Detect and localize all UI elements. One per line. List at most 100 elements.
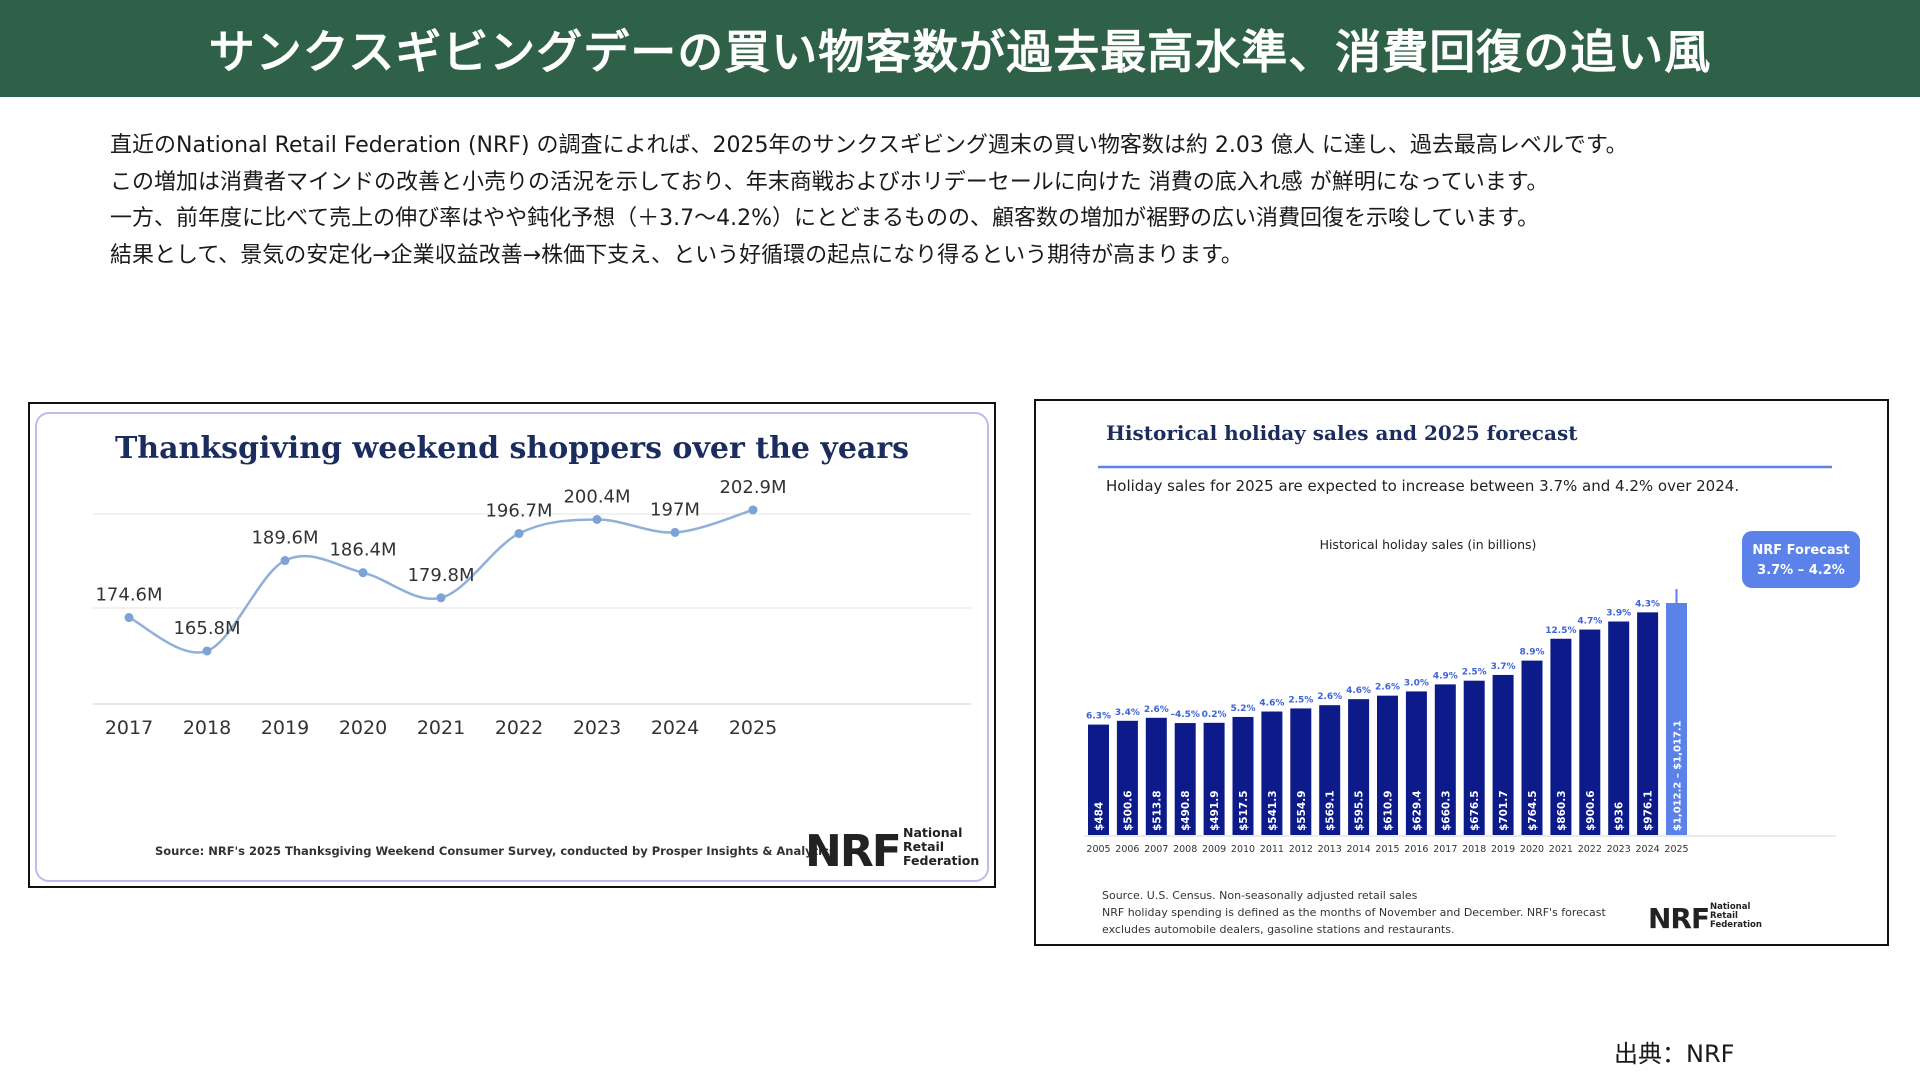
sales-bar-2006 (1116, 720, 1138, 835)
sales-growth-label-2019: 3.7% (1491, 662, 1516, 672)
shoppers-year-tick-2022: 2022 (495, 717, 543, 739)
sales-growth-label-2009: 0.2% (1202, 710, 1227, 720)
sales-bar-2015 (1377, 695, 1398, 835)
shoppers-point-2018 (202, 646, 212, 656)
sales-value-label-2008: $490.8 (1180, 790, 1192, 831)
sales-bar-2021 (1550, 638, 1572, 835)
sales-year-tick-2016: 2016 (1404, 844, 1428, 855)
sales-bar-2017 (1434, 684, 1456, 835)
sales-bar-2012 (1290, 708, 1312, 835)
sales-year-tick-2025: 2025 (1664, 844, 1688, 855)
holiday-sales-bar-chart: Historical holiday sales and 2025 foreca… (1084, 421, 1860, 936)
shoppers-point-2021 (436, 593, 446, 603)
sales-year-tick-2022: 2022 (1578, 844, 1602, 855)
nrf-logo-line2: Retail (1710, 911, 1738, 921)
shoppers-chart-panel: Thanksgiving weekend shoppers over the y… (28, 402, 996, 888)
shoppers-year-tick-2019: 2019 (261, 717, 309, 739)
shoppers-value-label-2017: 174.6M (95, 585, 162, 606)
nrf-logo-line1: National (903, 825, 962, 840)
holiday-note-3: excludes automobile dealers, gasoline st… (1102, 923, 1454, 936)
sales-growth-label-2021: 12.5% (1545, 626, 1576, 636)
forecast-callout-line1: NRF Forecast (1752, 543, 1849, 558)
sales-year-tick-2014: 2014 (1347, 844, 1371, 855)
sales-bar-2020 (1521, 660, 1543, 835)
sales-year-tick-2010: 2010 (1231, 844, 1255, 855)
holiday-note-1: Source. U.S. Census. Non-seasonally adju… (1102, 889, 1418, 902)
sales-growth-label-2005: 6.3% (1086, 712, 1111, 722)
shoppers-value-label-2024: 197M (650, 499, 700, 520)
sales-value-label-2009: $491.9 (1209, 790, 1221, 831)
sales-growth-label-2023: 3.9% (1606, 608, 1631, 618)
sales-value-label-2023: $936 (1614, 802, 1626, 831)
sales-bar-2005 (1088, 724, 1109, 835)
sales-year-tick-2005: 2005 (1086, 844, 1110, 855)
nrf-logo-line3: Federation (903, 853, 979, 868)
page-title: サンクスギビングデーの買い物客数が過去最高水準、消費回復の追い風 (0, 0, 1920, 97)
sales-bar-2010 (1232, 716, 1254, 835)
sales-year-tick-2013: 2013 (1318, 844, 1342, 855)
sales-growth-label-2022: 4.7% (1577, 617, 1602, 627)
sales-bar-2023 (1608, 621, 1630, 835)
shoppers-year-tick-2020: 2020 (339, 717, 387, 739)
sales-value-label-2025: $1,012.2 – $1,017.1 (1673, 720, 1684, 831)
shoppers-year-tick-2017: 2017 (105, 717, 153, 739)
sales-value-label-2016: $629.4 (1411, 790, 1423, 831)
sales-growth-label-2006: 3.4% (1115, 708, 1140, 718)
sales-value-label-2018: $676.5 (1469, 790, 1481, 831)
sales-value-label-2020: $764.5 (1527, 790, 1539, 831)
shoppers-chart-title: Thanksgiving weekend shoppers over the y… (115, 431, 909, 466)
shoppers-year-tick-2025: 2025 (729, 717, 777, 739)
sales-bar-2018 (1463, 680, 1485, 835)
sales-year-tick-2017: 2017 (1433, 844, 1457, 855)
intro-line-2: この増加は消費者マインドの改善と小売りの活況を示しており、年末商戦およびホリデー… (110, 169, 1549, 195)
sales-growth-label-2015: 2.6% (1375, 683, 1400, 693)
sales-value-label-2022: $900.6 (1585, 790, 1597, 831)
shoppers-chart-source: Source: NRF's 2025 Thanksgiving Weekend … (155, 844, 836, 858)
holiday-chart-inner-title: Historical holiday sales (in billions) (1320, 537, 1537, 552)
shoppers-line-chart: Thanksgiving weekend shoppers over the y… (93, 431, 979, 877)
sales-year-tick-2011: 2011 (1260, 844, 1284, 855)
sales-growth-label-2013: 2.6% (1317, 692, 1342, 702)
shoppers-value-label-2019: 189.6M (251, 528, 318, 549)
nrf-logo-mark: NRF (1648, 902, 1709, 935)
sales-value-label-2013: $569.1 (1325, 790, 1337, 831)
shoppers-year-tick-2021: 2021 (417, 717, 465, 739)
nrf-logo-right: NRF National Retail Federation (1648, 902, 1762, 935)
sales-year-tick-2007: 2007 (1144, 844, 1168, 855)
nrf-logo-line1: National (1710, 902, 1750, 912)
holiday-sales-panel: Historical holiday sales and 2025 foreca… (1034, 399, 1889, 946)
forecast-callout-line2: 3.7% – 4.2% (1757, 563, 1845, 578)
sales-year-tick-2009: 2009 (1202, 844, 1226, 855)
sales-value-label-2005: $484 (1094, 802, 1106, 831)
shoppers-point-2022 (514, 529, 524, 539)
sales-growth-label-2007: 2.6% (1144, 705, 1169, 715)
sales-growth-label-2014: 4.6% (1346, 686, 1371, 696)
sales-year-tick-2008: 2008 (1173, 844, 1197, 855)
sales-value-label-2014: $595.5 (1354, 790, 1366, 831)
sales-value-label-2021: $860.3 (1556, 790, 1568, 831)
sales-year-tick-2023: 2023 (1607, 844, 1631, 855)
sales-value-label-2010: $517.5 (1238, 790, 1250, 831)
nrf-logo-line2: Retail (903, 839, 944, 854)
sales-bar-2013 (1319, 705, 1341, 835)
sales-growth-label-2012: 2.5% (1288, 695, 1313, 705)
intro-line-4: 結果として、景気の安定化→企業収益改善→株価下支え、という好循環の起点になり得る… (110, 242, 1243, 268)
sales-value-label-2024: $976.1 (1643, 790, 1655, 831)
sales-value-label-2019: $701.7 (1498, 790, 1510, 831)
sales-bar-2025 (1666, 603, 1687, 835)
sales-bar-2011 (1261, 711, 1283, 835)
sales-value-label-2012: $554.9 (1296, 790, 1308, 831)
shoppers-value-label-2025: 202.9M (719, 477, 786, 498)
intro-line-1: 直近のNational Retail Federation (NRF) の調査に… (110, 133, 1628, 158)
sales-bar-2007 (1145, 717, 1167, 835)
shoppers-point-2025 (748, 505, 758, 515)
holiday-note-2: NRF holiday spending is defined as the m… (1102, 906, 1606, 919)
forecast-callout-box (1742, 531, 1860, 588)
sales-growth-label-2011: 4.6% (1259, 699, 1284, 709)
shoppers-point-2023 (592, 514, 602, 524)
forecast-callout: NRF Forecast 3.7% – 4.2% (1742, 531, 1860, 588)
sales-growth-label-2020: 8.9% (1520, 648, 1545, 658)
shoppers-value-label-2023: 200.4M (563, 486, 630, 507)
sales-year-tick-2019: 2019 (1491, 844, 1515, 855)
sales-growth-label-2024: 4.3% (1635, 599, 1660, 609)
